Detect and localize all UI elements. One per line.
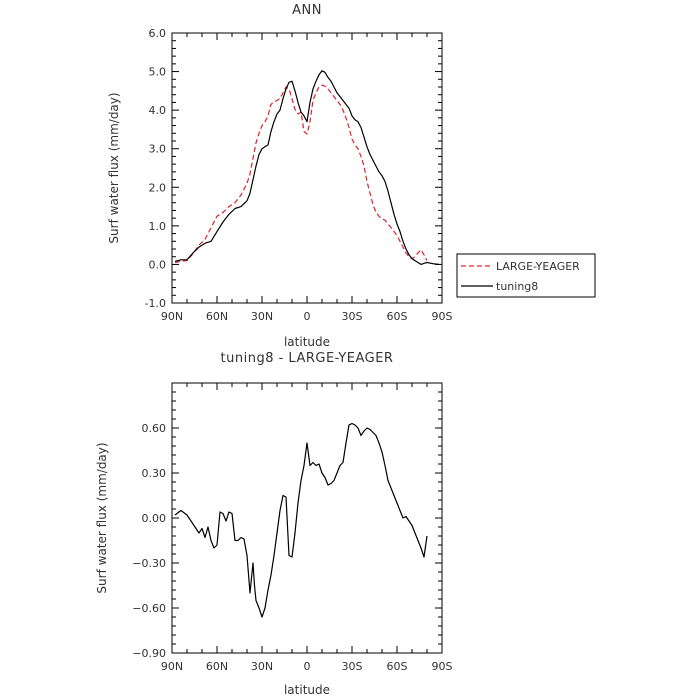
x-tick-label: 60S: [387, 310, 408, 323]
bottom-panel-title: tuning8 - LARGE-YEAGER: [221, 351, 394, 366]
y-tick-label: 0.0: [149, 258, 167, 271]
bottom-panel-ticks: [171, 383, 443, 654]
legend-label-large-yeager: LARGE-YEAGER: [496, 260, 580, 273]
x-tick-label: 90N: [161, 310, 183, 323]
x-tick-label: 0: [304, 660, 311, 673]
x-tick-label: 90N: [161, 660, 183, 673]
top-panel-ann: ANN Surf water flux (mm/day) latitude 90…: [107, 3, 453, 349]
y-tick-label: 3.0: [149, 143, 167, 156]
bottom-panel-plot-frame: [171, 382, 443, 654]
bottom-panel-difference: tuning8 - LARGE-YEAGER Surf water flux (…: [95, 351, 453, 697]
y-tick-label: −0.60: [132, 602, 166, 615]
bottom-panel-ylabel: Surf water flux (mm/day): [95, 442, 109, 593]
x-tick-label: 30N: [251, 660, 273, 673]
x-tick-label: 0: [304, 310, 311, 323]
y-tick-label: −0.30: [132, 557, 166, 570]
top-panel-tick-labels: 90N 60N 30N 0 30S 60S 90S -1.0 0.0 1.0 2.0 3.0 4.0 5.…: [145, 27, 453, 323]
x-tick-label: 90S: [432, 660, 453, 673]
bottom-panel-series: [174, 422, 428, 618]
y-tick-label: 0.00: [142, 512, 167, 525]
legend-label-tuning8: tuning8: [496, 280, 538, 293]
y-tick-label: 0.60: [142, 422, 167, 435]
x-tick-label: 60N: [206, 310, 228, 323]
x-tick-label: 90S: [432, 310, 453, 323]
legend-box: [456, 253, 596, 298]
top-panel-ylabel: Surf water flux (mm/day): [107, 92, 121, 243]
y-tick-label: 6.0: [149, 27, 167, 40]
y-tick-label: −0.90: [132, 647, 166, 660]
bottom-panel-tick-labels: 90N 60N 30N 0 30S 60S 90S −0.90 −0.60 −0.30 0.00 0.…: [132, 422, 452, 673]
top-panel-title: ANN: [292, 3, 322, 18]
x-tick-label: 30N: [251, 310, 273, 323]
series-line-tuning8: [174, 70, 440, 265]
x-tick-label: 60S: [387, 660, 408, 673]
x-tick-label: 30S: [342, 310, 363, 323]
x-tick-label: 30S: [342, 660, 363, 673]
legend: LARGE-YEAGER tuning8: [456, 253, 596, 298]
y-tick-label: 2.0: [149, 181, 167, 194]
y-tick-label: 0.30: [142, 467, 167, 480]
y-tick-label: 4.0: [149, 104, 167, 117]
top-panel-plot-frame: [171, 32, 443, 304]
top-panel-series: [174, 70, 440, 265]
top-panel-xlabel: latitude: [284, 335, 330, 349]
top-panel-ticks: [171, 32, 443, 304]
x-tick-label: 60N: [206, 660, 228, 673]
y-tick-label: -1.0: [145, 297, 166, 310]
y-tick-label: 5.0: [149, 66, 167, 79]
series-line-large-yeager: [174, 84, 428, 264]
series-line-difference: [174, 422, 428, 618]
y-tick-label: 1.0: [149, 220, 167, 233]
bottom-panel-xlabel: latitude: [284, 683, 330, 697]
